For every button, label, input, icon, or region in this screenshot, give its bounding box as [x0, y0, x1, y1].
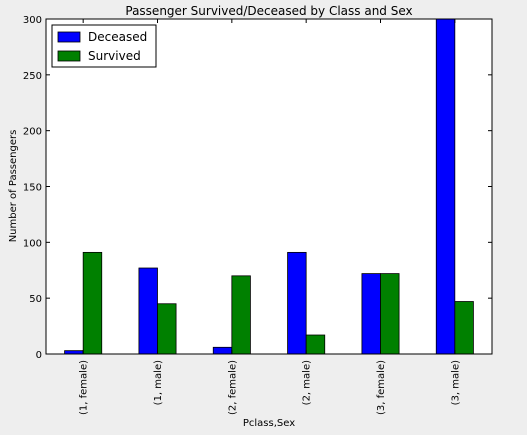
legend-swatch-deceased [57, 31, 81, 43]
bar-survived-3 [305, 334, 326, 355]
legend-swatch-survived [57, 50, 81, 62]
y-tick-label: 50 [29, 294, 42, 305]
chart-title: Passenger Survived/Deceased by Class and… [125, 4, 412, 18]
bar-survived-1 [157, 303, 177, 355]
y-tick-label: 150 [23, 183, 42, 194]
legend: Deceased Survived [51, 24, 157, 68]
y-tick-label: 0 [36, 350, 42, 361]
bar-survived-5 [454, 301, 474, 355]
bar-deceased-2 [212, 346, 233, 355]
x-tick-label: (2, male) [302, 360, 313, 405]
plot-area [46, 19, 492, 354]
bar-survived-2 [231, 275, 251, 355]
y-tick-label: 300 [23, 15, 42, 26]
bar-deceased-4 [361, 273, 381, 355]
bar-deceased-1 [138, 267, 158, 355]
legend-label-survived: Survived [88, 49, 141, 63]
x-tick-label: (1, female) [79, 360, 90, 415]
y-tick-label: 100 [23, 238, 42, 249]
bar-deceased-5 [435, 18, 456, 355]
x-tick-label: (3, male) [450, 360, 461, 405]
x-tick-label: (3, female) [376, 360, 387, 415]
y-tick-label: 250 [23, 71, 42, 82]
y-axis-label: Number of Passengers [8, 130, 19, 243]
x-axis-label: Pclass,Sex [243, 418, 295, 429]
bar-deceased-3 [287, 251, 307, 355]
y-tick-label: 200 [23, 127, 42, 138]
bar-survived-4 [380, 273, 400, 355]
bar-survived-0 [82, 251, 103, 355]
legend-label-deceased: Deceased [88, 30, 147, 44]
x-tick-label: (1, male) [153, 360, 164, 405]
x-tick-label: (2, female) [227, 360, 238, 415]
bar-deceased-0 [64, 350, 84, 355]
